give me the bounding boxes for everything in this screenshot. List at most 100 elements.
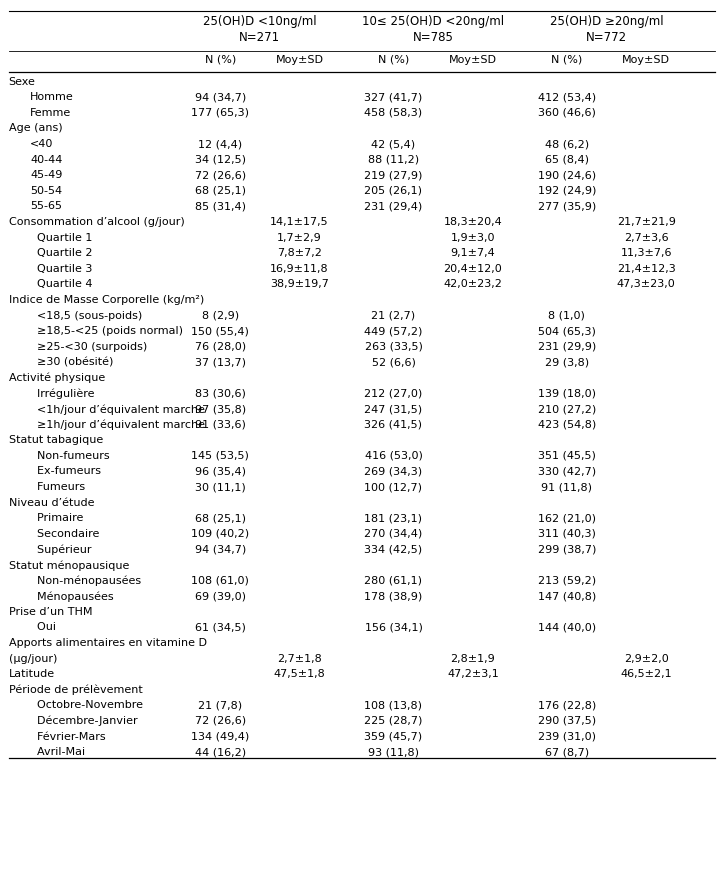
Text: 21,4±12,3: 21,4±12,3 — [617, 264, 676, 274]
Text: 205 (26,1): 205 (26,1) — [365, 186, 422, 196]
Text: 8 (2,9): 8 (2,9) — [201, 311, 239, 321]
Text: 72 (26,6): 72 (26,6) — [195, 716, 245, 726]
Text: Statut tabagique: Statut tabagique — [9, 435, 103, 445]
Text: 21 (7,8): 21 (7,8) — [198, 701, 243, 710]
Text: 85 (31,4): 85 (31,4) — [195, 201, 245, 211]
Text: N=785: N=785 — [413, 31, 453, 44]
Text: 263 (33,5): 263 (33,5) — [365, 342, 422, 352]
Text: N=271: N=271 — [240, 31, 280, 44]
Text: 68 (25,1): 68 (25,1) — [195, 186, 245, 196]
Text: 449 (57,2): 449 (57,2) — [365, 326, 422, 336]
Text: Quartile 2: Quartile 2 — [30, 248, 93, 258]
Text: 162 (21,0): 162 (21,0) — [538, 513, 596, 523]
Text: 109 (40,2): 109 (40,2) — [191, 529, 249, 539]
Text: ≥30 (obésité): ≥30 (obésité) — [30, 357, 113, 367]
Text: Moy±SD: Moy±SD — [622, 54, 670, 65]
Text: 96 (35,4): 96 (35,4) — [195, 467, 245, 477]
Text: 360 (46,6): 360 (46,6) — [538, 108, 596, 118]
Text: Quartile 4: Quartile 4 — [30, 279, 93, 289]
Text: 150 (55,4): 150 (55,4) — [191, 326, 249, 336]
Text: 8 (1,0): 8 (1,0) — [548, 311, 586, 321]
Text: 144 (40,0): 144 (40,0) — [538, 622, 596, 632]
Text: 108 (61,0): 108 (61,0) — [191, 576, 249, 586]
Text: 280 (61,1): 280 (61,1) — [365, 576, 422, 586]
Text: Fumeurs: Fumeurs — [30, 482, 85, 492]
Text: 330 (42,7): 330 (42,7) — [538, 467, 596, 477]
Text: Indice de Masse Corporelle (kg/m²): Indice de Masse Corporelle (kg/m²) — [9, 295, 204, 305]
Text: Age (ans): Age (ans) — [9, 124, 62, 133]
Text: 91 (33,6): 91 (33,6) — [195, 420, 245, 430]
Text: 239 (31,0): 239 (31,0) — [538, 731, 596, 742]
Text: 91 (11,8): 91 (11,8) — [542, 482, 592, 492]
Text: 177 (65,3): 177 (65,3) — [191, 108, 249, 118]
Text: 83 (30,6): 83 (30,6) — [195, 389, 245, 399]
Text: N (%): N (%) — [204, 54, 236, 65]
Text: 225 (28,7): 225 (28,7) — [365, 716, 422, 726]
Text: 61 (34,5): 61 (34,5) — [195, 622, 245, 632]
Text: Ex-fumeurs: Ex-fumeurs — [30, 467, 101, 477]
Text: 46,5±2,1: 46,5±2,1 — [620, 669, 672, 679]
Text: 100 (12,7): 100 (12,7) — [365, 482, 422, 492]
Text: Avril-Mai: Avril-Mai — [30, 747, 85, 757]
Text: Latitude: Latitude — [9, 669, 55, 679]
Text: 88 (11,2): 88 (11,2) — [368, 155, 419, 165]
Text: 97 (35,8): 97 (35,8) — [195, 404, 245, 414]
Text: <40: <40 — [30, 139, 53, 149]
Text: 412 (53,4): 412 (53,4) — [538, 92, 596, 102]
Text: 2,9±2,0: 2,9±2,0 — [624, 653, 669, 664]
Text: 47,3±23,0: 47,3±23,0 — [617, 279, 676, 289]
Text: 269 (34,3): 269 (34,3) — [365, 467, 422, 477]
Text: 11,3±7,6: 11,3±7,6 — [620, 248, 672, 258]
Text: 47,2±3,1: 47,2±3,1 — [447, 669, 499, 679]
Text: 10≤ 25(OH)D <20ng/ml: 10≤ 25(OH)D <20ng/ml — [362, 15, 504, 28]
Text: 210 (27,2): 210 (27,2) — [538, 404, 596, 414]
Text: Non-ménopausées: Non-ménopausées — [30, 576, 142, 586]
Text: 40-44: 40-44 — [30, 155, 63, 165]
Text: 192 (24,9): 192 (24,9) — [538, 186, 596, 196]
Text: Février-Mars: Février-Mars — [30, 731, 106, 742]
Text: 21 (2,7): 21 (2,7) — [371, 311, 416, 321]
Text: 156 (34,1): 156 (34,1) — [365, 622, 422, 632]
Text: 327 (41,7): 327 (41,7) — [365, 92, 422, 102]
Text: <18,5 (sous-poids): <18,5 (sous-poids) — [30, 311, 142, 321]
Text: 290 (37,5): 290 (37,5) — [538, 716, 596, 726]
Text: Irrégulière: Irrégulière — [30, 389, 95, 399]
Text: 145 (53,5): 145 (53,5) — [191, 451, 249, 461]
Text: Primaire: Primaire — [30, 513, 84, 523]
Text: 94 (34,7): 94 (34,7) — [195, 92, 245, 102]
Text: 55-65: 55-65 — [30, 201, 62, 211]
Text: 134 (49,4): 134 (49,4) — [191, 731, 249, 742]
Text: 231 (29,4): 231 (29,4) — [365, 201, 422, 211]
Text: 37 (13,7): 37 (13,7) — [195, 357, 245, 367]
Text: 30 (11,1): 30 (11,1) — [195, 482, 245, 492]
Text: Période de prélèvement: Période de prélèvement — [9, 685, 142, 696]
Text: <1h/jour d’équivalent marche: <1h/jour d’équivalent marche — [30, 404, 205, 414]
Text: 178 (38,9): 178 (38,9) — [365, 591, 422, 601]
Text: 34 (12,5): 34 (12,5) — [195, 155, 245, 165]
Text: 69 (39,0): 69 (39,0) — [195, 591, 245, 601]
Text: 504 (65,3): 504 (65,3) — [538, 326, 596, 336]
Text: 1,7±2,9: 1,7±2,9 — [277, 233, 322, 243]
Text: 458 (58,3): 458 (58,3) — [365, 108, 422, 118]
Text: 334 (42,5): 334 (42,5) — [365, 545, 422, 555]
Text: 45-49: 45-49 — [30, 170, 63, 180]
Text: Niveau d’étude: Niveau d’étude — [9, 498, 94, 508]
Text: 2,7±3,6: 2,7±3,6 — [624, 233, 669, 243]
Text: 9,1±7,4: 9,1±7,4 — [451, 248, 495, 258]
Text: Supérieur: Supérieur — [30, 545, 92, 555]
Text: 76 (28,0): 76 (28,0) — [195, 342, 245, 352]
Text: 52 (6,6): 52 (6,6) — [372, 357, 415, 367]
Text: (µg/jour): (µg/jour) — [9, 653, 57, 664]
Text: Statut ménopausique: Statut ménopausique — [9, 560, 129, 570]
Text: Apports alimentaires en vitamine D: Apports alimentaires en vitamine D — [9, 638, 206, 648]
Text: 351 (45,5): 351 (45,5) — [538, 451, 596, 461]
Text: 219 (27,9): 219 (27,9) — [365, 170, 422, 180]
Text: 42 (5,4): 42 (5,4) — [371, 139, 416, 149]
Text: 7,8±7,2: 7,8±7,2 — [277, 248, 322, 258]
Text: 65 (8,4): 65 (8,4) — [545, 155, 588, 165]
Text: Moy±SD: Moy±SD — [449, 54, 497, 65]
Text: N (%): N (%) — [378, 54, 409, 65]
Text: 213 (59,2): 213 (59,2) — [538, 576, 596, 586]
Text: 72 (26,6): 72 (26,6) — [195, 170, 245, 180]
Text: 20,4±12,0: 20,4±12,0 — [443, 264, 503, 274]
